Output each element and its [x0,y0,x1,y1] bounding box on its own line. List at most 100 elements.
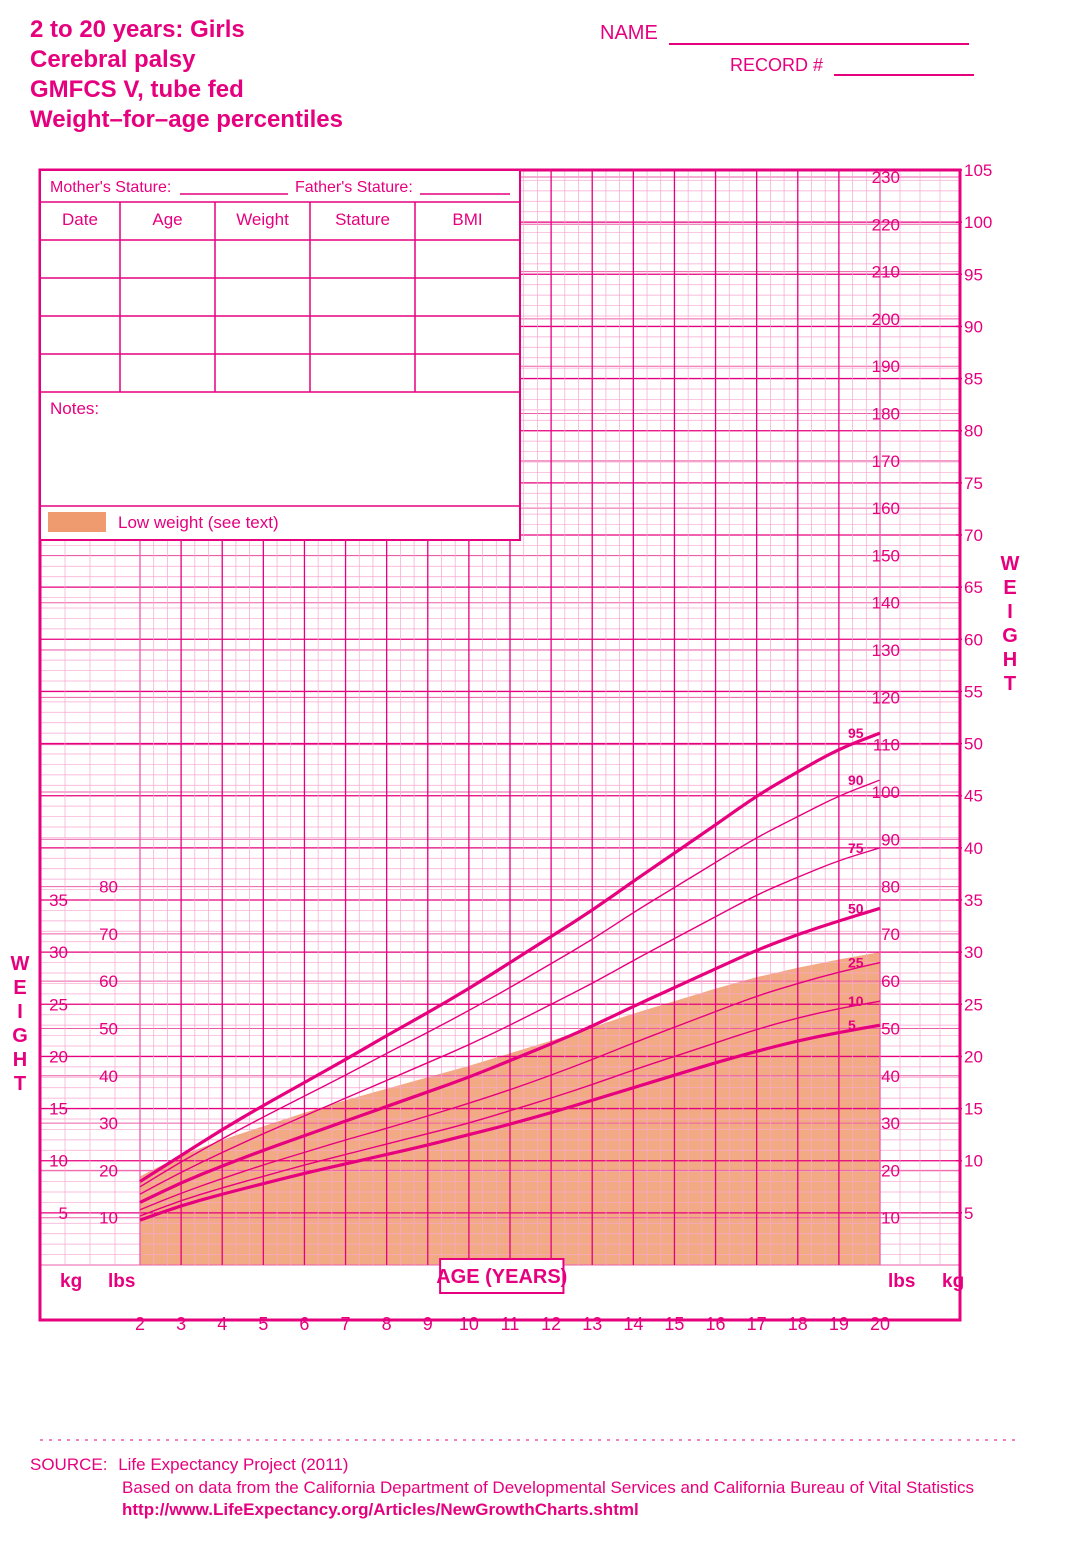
lbs-right-tick: 180 [872,405,900,424]
percentile-label: 90 [848,772,864,788]
legend-text: Low weight (see text) [118,513,279,532]
lbs-right-tick: 50 [881,1019,900,1038]
age-tick: 13 [582,1314,602,1334]
age-tick: 19 [829,1314,849,1334]
name-label: NAME [600,22,658,44]
source-project: Life Expectancy Project (2011) [118,1455,348,1474]
age-tick: 17 [747,1314,767,1334]
kg-right-tick: 50 [964,735,983,754]
y-axis-label-left: W [11,953,30,975]
percentile-label: 10 [848,993,864,1009]
lbs-right-tick: 10 [881,1209,900,1228]
lbs-right-tick: 80 [881,878,900,897]
age-tick: 5 [258,1314,268,1334]
kg-right-tick: 45 [964,787,983,806]
lbs-left-tick: 10 [99,1209,118,1228]
kg-right-tick: 60 [964,630,983,649]
kg-right-tick: 75 [964,474,983,493]
kg-left-tick: 35 [49,891,68,910]
y-axis-label-left: T [14,1073,26,1095]
age-tick: 7 [341,1314,351,1334]
source-label: SOURCE: [30,1455,107,1474]
age-tick: 10 [459,1314,479,1334]
age-tick: 18 [788,1314,808,1334]
age-tick: 20 [870,1314,890,1334]
lbs-right-tick: 90 [881,830,900,849]
kg-right-tick: 5 [964,1204,973,1223]
age-tick: 16 [706,1314,726,1334]
form-header: Date [62,210,98,229]
title-line: GMFCS V, tube fed [30,75,343,105]
title-line: 2 to 20 years: Girls [30,15,343,45]
lbs-left-tick: 20 [99,1161,118,1180]
form-header: BMI [452,210,482,229]
lbs-right-tick: 40 [881,1067,900,1086]
lbs-unit-left: lbs [108,1271,135,1292]
x-axis-label: AGE (YEARS) [436,1266,567,1288]
lbs-right-tick: 190 [872,357,900,376]
lbs-left-tick: 40 [99,1067,118,1086]
record-label: RECORD # [730,55,823,75]
lbs-left-tick: 80 [99,878,118,897]
percentile-label: 25 [848,955,864,971]
title-line: Weight–for–age percentiles [30,105,343,135]
title-line: Cerebral palsy [30,45,343,75]
legend-swatch [48,512,106,532]
y-axis-label-right: T [1004,673,1016,695]
age-tick: 3 [176,1314,186,1334]
lbs-right-tick: 230 [872,168,900,187]
source-desc: Based on data from the California Depart… [122,1478,974,1498]
form-header: Stature [335,210,390,229]
lbs-right-tick: 210 [872,263,900,282]
y-axis-label-right: H [1003,649,1017,671]
kg-left-tick: 25 [49,995,68,1014]
lbs-right-tick: 220 [872,215,900,234]
age-tick: 6 [299,1314,309,1334]
percentile-label: 95 [848,725,864,741]
age-tick: 4 [217,1314,227,1334]
age-tick: 2 [135,1314,145,1334]
lbs-right-tick: 120 [872,688,900,707]
notes-label: Notes: [50,399,99,418]
y-axis-label-left: G [12,1025,28,1047]
y-axis-label-left: I [17,1001,23,1023]
lbs-right-tick: 70 [881,925,900,944]
percentile-label: 50 [848,900,864,916]
kg-right-tick: 65 [964,578,983,597]
age-tick: 15 [664,1314,684,1334]
kg-right-tick: 10 [964,1152,983,1171]
lbs-right-tick: 20 [881,1161,900,1180]
lbs-right-tick: 140 [872,594,900,613]
source-link: http://www.LifeExpectancy.org/Articles/N… [122,1500,639,1520]
name-field-line [669,43,969,45]
kg-right-tick: 80 [964,422,983,441]
lbs-left-tick: 60 [99,972,118,991]
kg-right-tick: 85 [964,370,983,389]
lbs-right-tick: 150 [872,546,900,565]
percentile-label: 5 [848,1017,856,1033]
kg-right-tick: 40 [964,839,983,858]
lbs-left-tick: 50 [99,1019,118,1038]
form-header: Weight [236,210,289,229]
kg-right-tick: 30 [964,943,983,962]
age-tick: 12 [541,1314,561,1334]
kg-left-tick: 15 [49,1100,68,1119]
kg-left-tick: 5 [59,1204,68,1223]
kg-right-tick: 95 [964,265,983,284]
age-tick: 14 [623,1314,643,1334]
kg-right-tick: 20 [964,1047,983,1066]
lbs-right-tick: 110 [873,736,900,755]
lbs-right-tick: 30 [881,1114,900,1133]
kg-left-tick: 20 [49,1047,68,1066]
lbs-left-tick: 30 [99,1114,118,1133]
lbs-unit-right: lbs [888,1271,915,1292]
form-header: Age [152,210,182,229]
y-axis-label-right: E [1003,577,1016,599]
lbs-right-tick: 200 [872,310,900,329]
kg-right-tick: 15 [964,1100,983,1119]
kg-right-tick: 100 [964,213,992,232]
kg-right-tick: 90 [964,317,983,336]
growth-chart: 9590755025105234567891011121314151617181… [0,0,1068,1547]
y-axis-label-right: W [1001,553,1020,575]
lbs-left-tick: 70 [99,925,118,944]
